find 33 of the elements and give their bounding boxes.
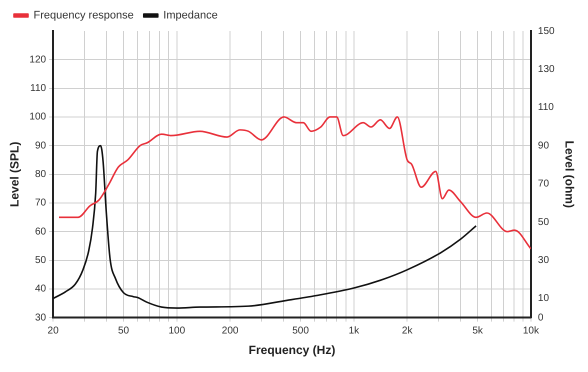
- x-tick-label: 50: [118, 325, 130, 336]
- legend-label: Impedance: [163, 10, 218, 22]
- y-tick-label: 70: [34, 198, 47, 209]
- y-tick-label: 100: [29, 112, 47, 123]
- y2-tick-label: 130: [538, 64, 556, 75]
- y-axis-title: Level (SPL): [8, 142, 22, 207]
- y2-tick-label: 70: [538, 178, 550, 190]
- y2-tick-label: 110: [538, 102, 554, 114]
- x-tick-label: 10k: [522, 325, 540, 336]
- y-tick-label: 90: [34, 140, 47, 152]
- y2-tick-label: 90: [538, 140, 550, 152]
- y-tick-label: 80: [34, 169, 47, 180]
- legend-label: Frequency response: [34, 10, 134, 22]
- y-tick-label: 110: [30, 83, 47, 94]
- y-tick-label: 120: [29, 54, 47, 66]
- y2-tick-label: 50: [538, 216, 550, 228]
- y-tick-label: 40: [34, 284, 47, 295]
- y-tick-label: 50: [34, 255, 47, 266]
- y-tick-label: 60: [34, 226, 47, 238]
- x-tick-label: 5k: [472, 325, 484, 336]
- y2-axis-title: Level (ohm): [562, 140, 576, 208]
- y2-tick-label: 30: [538, 255, 550, 266]
- y-tick-label: 30: [34, 312, 47, 324]
- y2-tick-label: 0: [538, 312, 544, 324]
- x-tick-label: 200: [222, 325, 239, 336]
- y2-tick-label: 10: [538, 293, 550, 304]
- x-tick-label: 20: [48, 325, 60, 336]
- x-tick-label: 500: [292, 325, 310, 336]
- y2-tick-label: 150: [538, 26, 556, 37]
- x-tick-label: 2k: [402, 325, 414, 336]
- x-tick-label: 100: [168, 325, 186, 336]
- x-axis-title: Frequency (Hz): [248, 343, 336, 358]
- x-tick-label: 1k: [348, 325, 360, 336]
